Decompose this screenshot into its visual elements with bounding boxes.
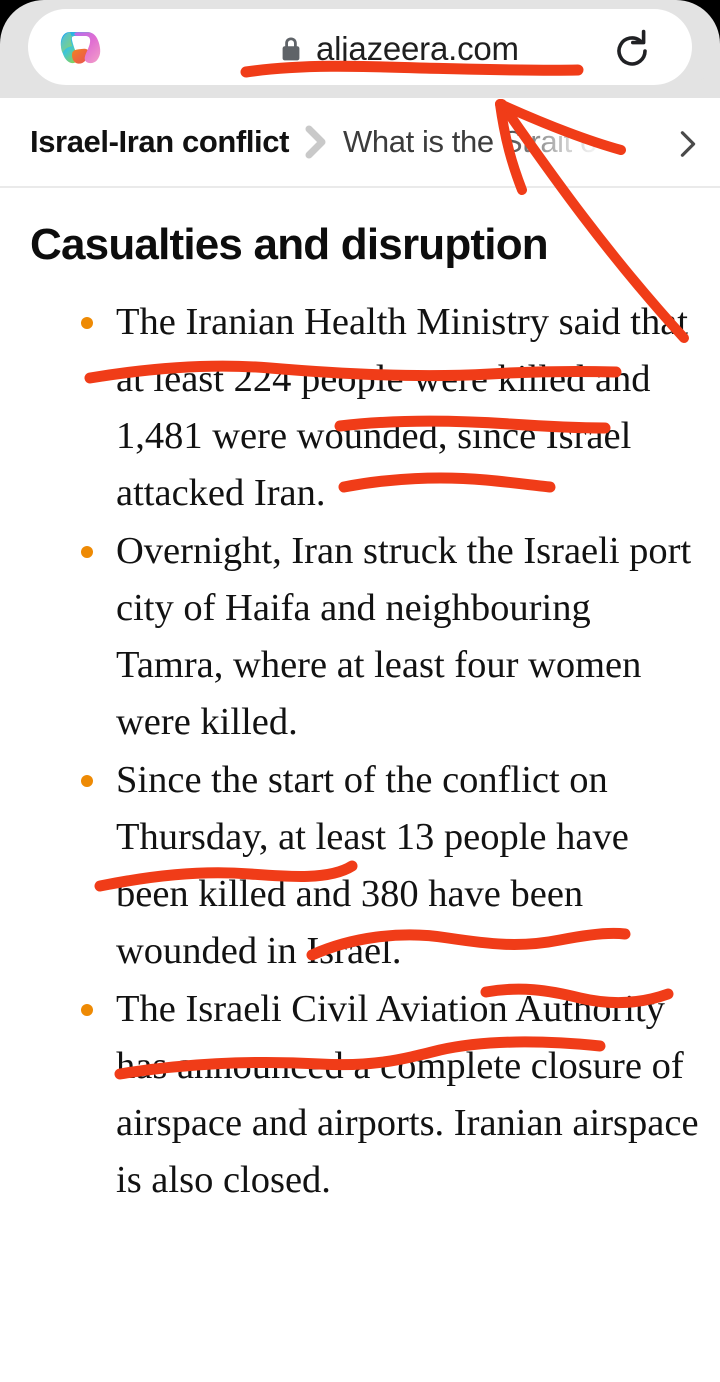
url-text[interactable]: aljazeera.com — [316, 30, 519, 67]
list-item: The Israeli Civil Aviation Authority has… — [78, 981, 706, 1209]
lock-icon[interactable] — [280, 36, 302, 62]
casualties-bullet-list: The Iranian Health Ministry said that at… — [0, 294, 720, 1209]
reload-icon[interactable] — [610, 29, 654, 73]
list-item: Since the start of the conflict on Thurs… — [78, 752, 706, 980]
copilot-icon[interactable] — [58, 23, 108, 71]
page-title: Casualties and disruption — [30, 220, 549, 269]
breadcrumb: Israel-Iran conflict What is the Strait … — [0, 98, 720, 188]
address-bar[interactable]: aljazeera.com — [28, 9, 692, 85]
list-item: The Iranian Health Ministry said that at… — [78, 294, 706, 522]
list-item: Overnight, Iran struck the Israeli port … — [78, 523, 706, 751]
chevron-right-end-icon[interactable] — [674, 124, 702, 164]
breadcrumb-item-primary[interactable]: Israel-Iran conflict — [30, 124, 290, 159]
chevron-right-icon — [301, 122, 331, 162]
breadcrumb-item-secondary[interactable]: What is the Strait o — [343, 124, 597, 159]
article-body: Casualties and disruption The Iranian He… — [0, 186, 720, 1210]
